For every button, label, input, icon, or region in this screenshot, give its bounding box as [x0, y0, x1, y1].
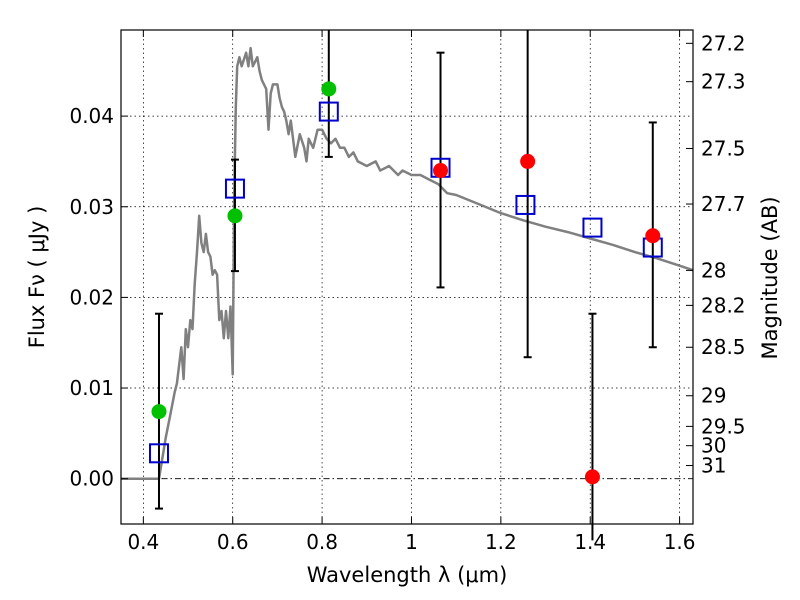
- x-tick-label: 1.6: [664, 530, 696, 554]
- plot-background: [121, 30, 693, 524]
- x-tick-label: 0.4: [127, 530, 159, 554]
- mag-tick-label: 30: [701, 434, 726, 458]
- sed-template-line: [121, 46, 693, 480]
- mag-tick-label: 27.2: [701, 31, 746, 55]
- ticks: 0.4 0.6 0.8 1 1.2 1.4 1.6 0.00 0.01 0.02 0.03 0.04 2…: [69, 30, 746, 554]
- observed-point: [227, 208, 243, 224]
- x-axis-label: Wavelength λ (μm): [307, 563, 508, 587]
- y-tick-label: 0.01: [69, 376, 114, 400]
- mag-tick-label: 28.2: [701, 293, 746, 317]
- y2-axis-label: Magnitude (AB): [758, 196, 782, 359]
- model-square-marker: [515, 194, 536, 215]
- mag-tick-label: 29: [701, 384, 726, 408]
- y-tick-label: 0.02: [69, 285, 114, 309]
- x-tick-label: 1.2: [485, 530, 517, 554]
- model-square-marker: [224, 178, 245, 199]
- y-tick-label: 0.04: [69, 104, 114, 128]
- x-tick-label: 0.8: [306, 530, 338, 554]
- mag-tick-label: 27.7: [701, 192, 746, 216]
- model-square-marker: [582, 217, 603, 238]
- model-square-marker: [148, 443, 169, 464]
- observed-point: [433, 162, 449, 178]
- mag-tick-label: 29.5: [701, 414, 746, 438]
- x-tick-label: 0.6: [217, 530, 249, 554]
- mag-tick-label: 27.3: [701, 70, 746, 94]
- x-tick-label: 1.4: [574, 530, 606, 554]
- grid: [121, 30, 693, 524]
- error-bars: [148, 30, 663, 541]
- observed-point: [520, 153, 536, 169]
- mag-tick-label: 31: [701, 454, 726, 478]
- data-layer: [121, 46, 693, 480]
- y-tick-label: 0.03: [69, 195, 114, 219]
- observed-point: [584, 469, 600, 485]
- mag-tick-label: 28.5: [701, 335, 746, 359]
- x-tick-label: 1: [405, 530, 418, 554]
- y-axis-label: Flux Fν ( μJy ): [25, 206, 49, 349]
- observed-point: [321, 81, 337, 97]
- observed-point: [645, 228, 661, 244]
- observed-point: [151, 404, 167, 420]
- model-square-marker: [318, 101, 339, 122]
- plot-frame: [120, 29, 694, 525]
- mag-tick-label: 28: [701, 258, 726, 282]
- y-tick-label: 0.00: [69, 467, 114, 491]
- mag-tick-label: 27.5: [701, 136, 746, 160]
